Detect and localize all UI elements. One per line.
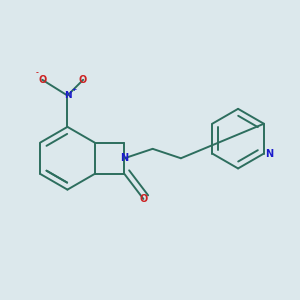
- Text: O: O: [79, 75, 87, 85]
- Text: +: +: [72, 86, 77, 92]
- Text: O: O: [139, 194, 148, 204]
- Text: N: N: [120, 153, 128, 163]
- Text: O: O: [38, 75, 46, 85]
- Text: -: -: [35, 70, 38, 76]
- Text: N: N: [64, 91, 71, 100]
- Text: N: N: [266, 148, 274, 159]
